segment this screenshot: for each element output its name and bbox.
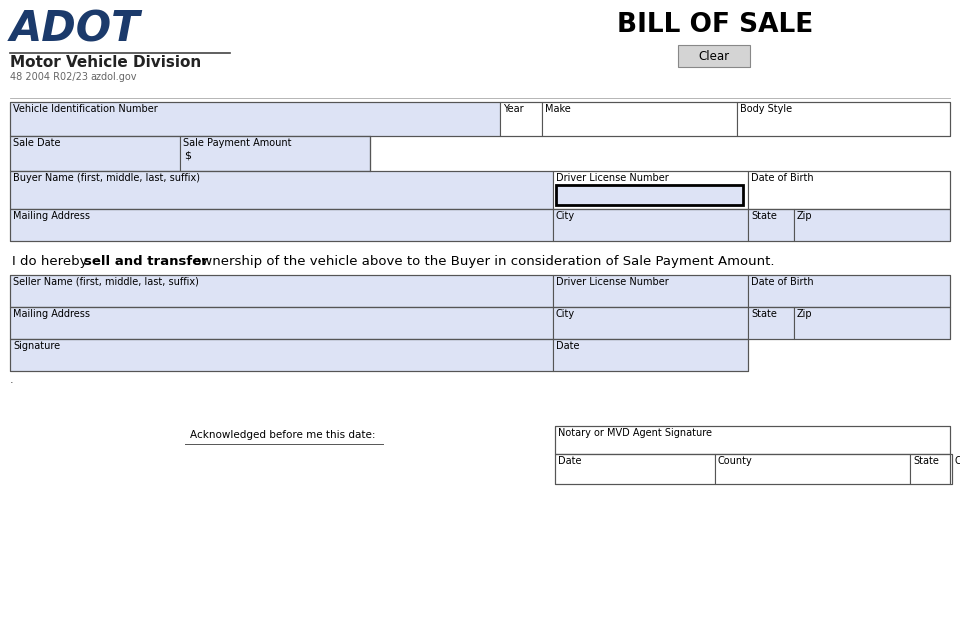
Text: Date: Date <box>556 341 580 351</box>
Text: Body Style: Body Style <box>740 104 792 114</box>
Bar <box>10 275 950 307</box>
Bar <box>10 339 748 371</box>
Text: I do hereby: I do hereby <box>12 255 92 268</box>
Bar <box>553 209 748 241</box>
Text: Buyer Name (first, middle, last, suffix): Buyer Name (first, middle, last, suffix) <box>13 173 200 183</box>
Bar <box>555 426 950 454</box>
Text: Sale Payment Amount: Sale Payment Amount <box>183 138 292 148</box>
Text: Notary or MVD Agent Signature: Notary or MVD Agent Signature <box>558 428 712 438</box>
Bar <box>678 45 750 67</box>
Text: Driver License Number: Driver License Number <box>556 277 669 287</box>
Text: Zip: Zip <box>797 211 812 221</box>
Text: Mailing Address: Mailing Address <box>13 309 90 319</box>
Text: $: $ <box>184 150 191 160</box>
Bar <box>555 454 950 484</box>
Bar <box>10 171 553 209</box>
Text: Make: Make <box>545 104 571 114</box>
Bar <box>556 185 743 205</box>
Text: ownership of the vehicle above to the Buyer in consideration of Sale Payment Amo: ownership of the vehicle above to the Bu… <box>189 255 775 268</box>
Bar <box>748 307 794 339</box>
Bar <box>950 454 952 484</box>
Bar <box>10 171 950 209</box>
Text: Mailing Address: Mailing Address <box>13 211 90 221</box>
Text: BILL OF SALE: BILL OF SALE <box>617 12 813 38</box>
Bar <box>555 426 950 454</box>
Text: Zip: Zip <box>797 309 812 319</box>
Text: .: . <box>10 375 13 385</box>
Bar <box>553 275 748 307</box>
Bar <box>10 307 950 339</box>
Bar <box>542 102 737 136</box>
Text: Date: Date <box>558 456 582 466</box>
Bar <box>748 275 950 307</box>
Text: Seller Name (first, middle, last, suffix): Seller Name (first, middle, last, suffix… <box>13 277 199 287</box>
Bar <box>553 171 748 209</box>
Bar <box>553 339 748 371</box>
Text: Date of Birth: Date of Birth <box>751 173 814 183</box>
Bar <box>10 275 553 307</box>
Text: Year: Year <box>503 104 523 114</box>
Bar <box>10 307 553 339</box>
Text: Motor Vehicle Division: Motor Vehicle Division <box>10 55 202 70</box>
Text: State: State <box>751 211 777 221</box>
Bar <box>715 454 910 484</box>
Text: Commission Expires: Commission Expires <box>955 456 960 466</box>
Bar <box>180 136 370 171</box>
Text: sell and transfer: sell and transfer <box>84 255 208 268</box>
Bar <box>10 102 950 136</box>
Bar <box>679 46 751 68</box>
Bar <box>794 307 950 339</box>
Text: Driver License Number: Driver License Number <box>556 173 669 183</box>
Bar <box>500 102 542 136</box>
Text: azdol.gov: azdol.gov <box>90 72 136 82</box>
Text: Signature: Signature <box>13 341 60 351</box>
Text: Acknowledged before me this date:: Acknowledged before me this date: <box>190 430 375 440</box>
Bar <box>10 209 553 241</box>
Bar <box>794 209 950 241</box>
Bar <box>748 171 950 209</box>
Bar <box>553 307 748 339</box>
Text: ADOT: ADOT <box>10 8 140 50</box>
Bar <box>737 102 950 136</box>
Bar <box>555 454 715 484</box>
Text: Clear: Clear <box>699 49 730 63</box>
Text: 48 2004 R02/23: 48 2004 R02/23 <box>10 72 88 82</box>
Text: State: State <box>913 456 939 466</box>
Bar <box>10 339 553 371</box>
Text: State: State <box>751 309 777 319</box>
Text: Date of Birth: Date of Birth <box>751 277 814 287</box>
Bar <box>910 454 952 484</box>
Bar <box>10 136 180 171</box>
Text: Vehicle Identification Number: Vehicle Identification Number <box>13 104 157 114</box>
Text: County: County <box>718 456 753 466</box>
Text: City: City <box>556 309 575 319</box>
Text: City: City <box>556 211 575 221</box>
Bar <box>10 209 950 241</box>
Bar <box>10 102 500 136</box>
Text: Sale Date: Sale Date <box>13 138 60 148</box>
Bar <box>748 209 794 241</box>
Bar <box>10 136 370 171</box>
